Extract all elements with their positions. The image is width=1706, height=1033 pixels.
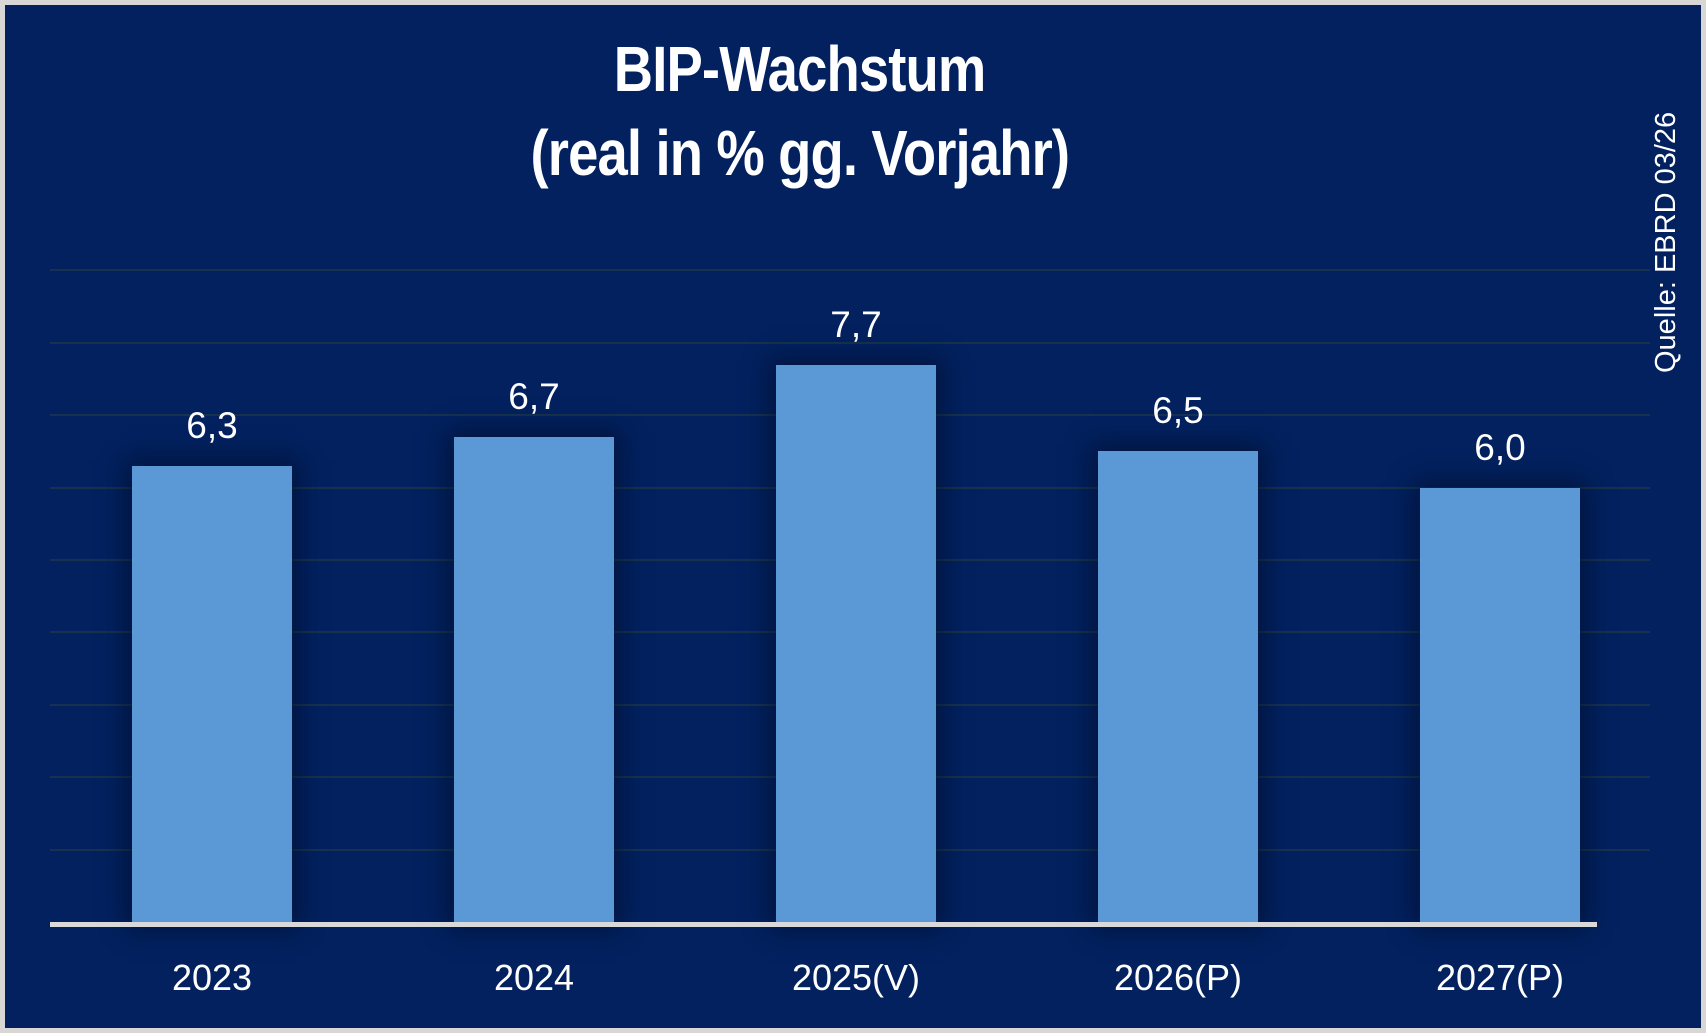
- value-label-2026(P): 6,5: [1152, 390, 1204, 431]
- bar-2025(V): [776, 365, 936, 922]
- x-tick-label-2025(V): 2025(V): [791, 957, 921, 998]
- chart-title-line2: (real in % gg. Vorjahr): [530, 117, 1070, 189]
- x-tick-label-2024: 2024: [493, 957, 575, 998]
- bar-2027(P): [1420, 488, 1580, 922]
- chart-title: BIP-Wachstum (real in % gg. Vorjahr): [5, 27, 1595, 195]
- value-label-2024: 6,7: [508, 376, 560, 417]
- bar-2026(P): [1098, 451, 1258, 922]
- x-tick-label-2023: 2023: [171, 957, 253, 998]
- value-label-2023: 6,3: [186, 405, 238, 446]
- x-axis-line: [50, 922, 1597, 927]
- value-label-2025(V): 7,7: [830, 304, 882, 345]
- x-tick-label-2026(P): 2026(P): [1113, 957, 1243, 998]
- bar-2024: [454, 437, 614, 922]
- gridline: [50, 269, 1650, 272]
- x-tick-label-2027(P): 2027(P): [1435, 957, 1565, 998]
- gridline: [50, 341, 1650, 344]
- plot-area: 6,3 2023 6,7 2024 7,7 2025(V) 6,5 2026(P) 6,0 202…: [5, 5, 1701, 1028]
- bar-2023: [132, 466, 292, 922]
- value-label-2027(P): 6,0: [1474, 427, 1526, 468]
- chart-title-line1: BIP-Wachstum: [614, 33, 986, 105]
